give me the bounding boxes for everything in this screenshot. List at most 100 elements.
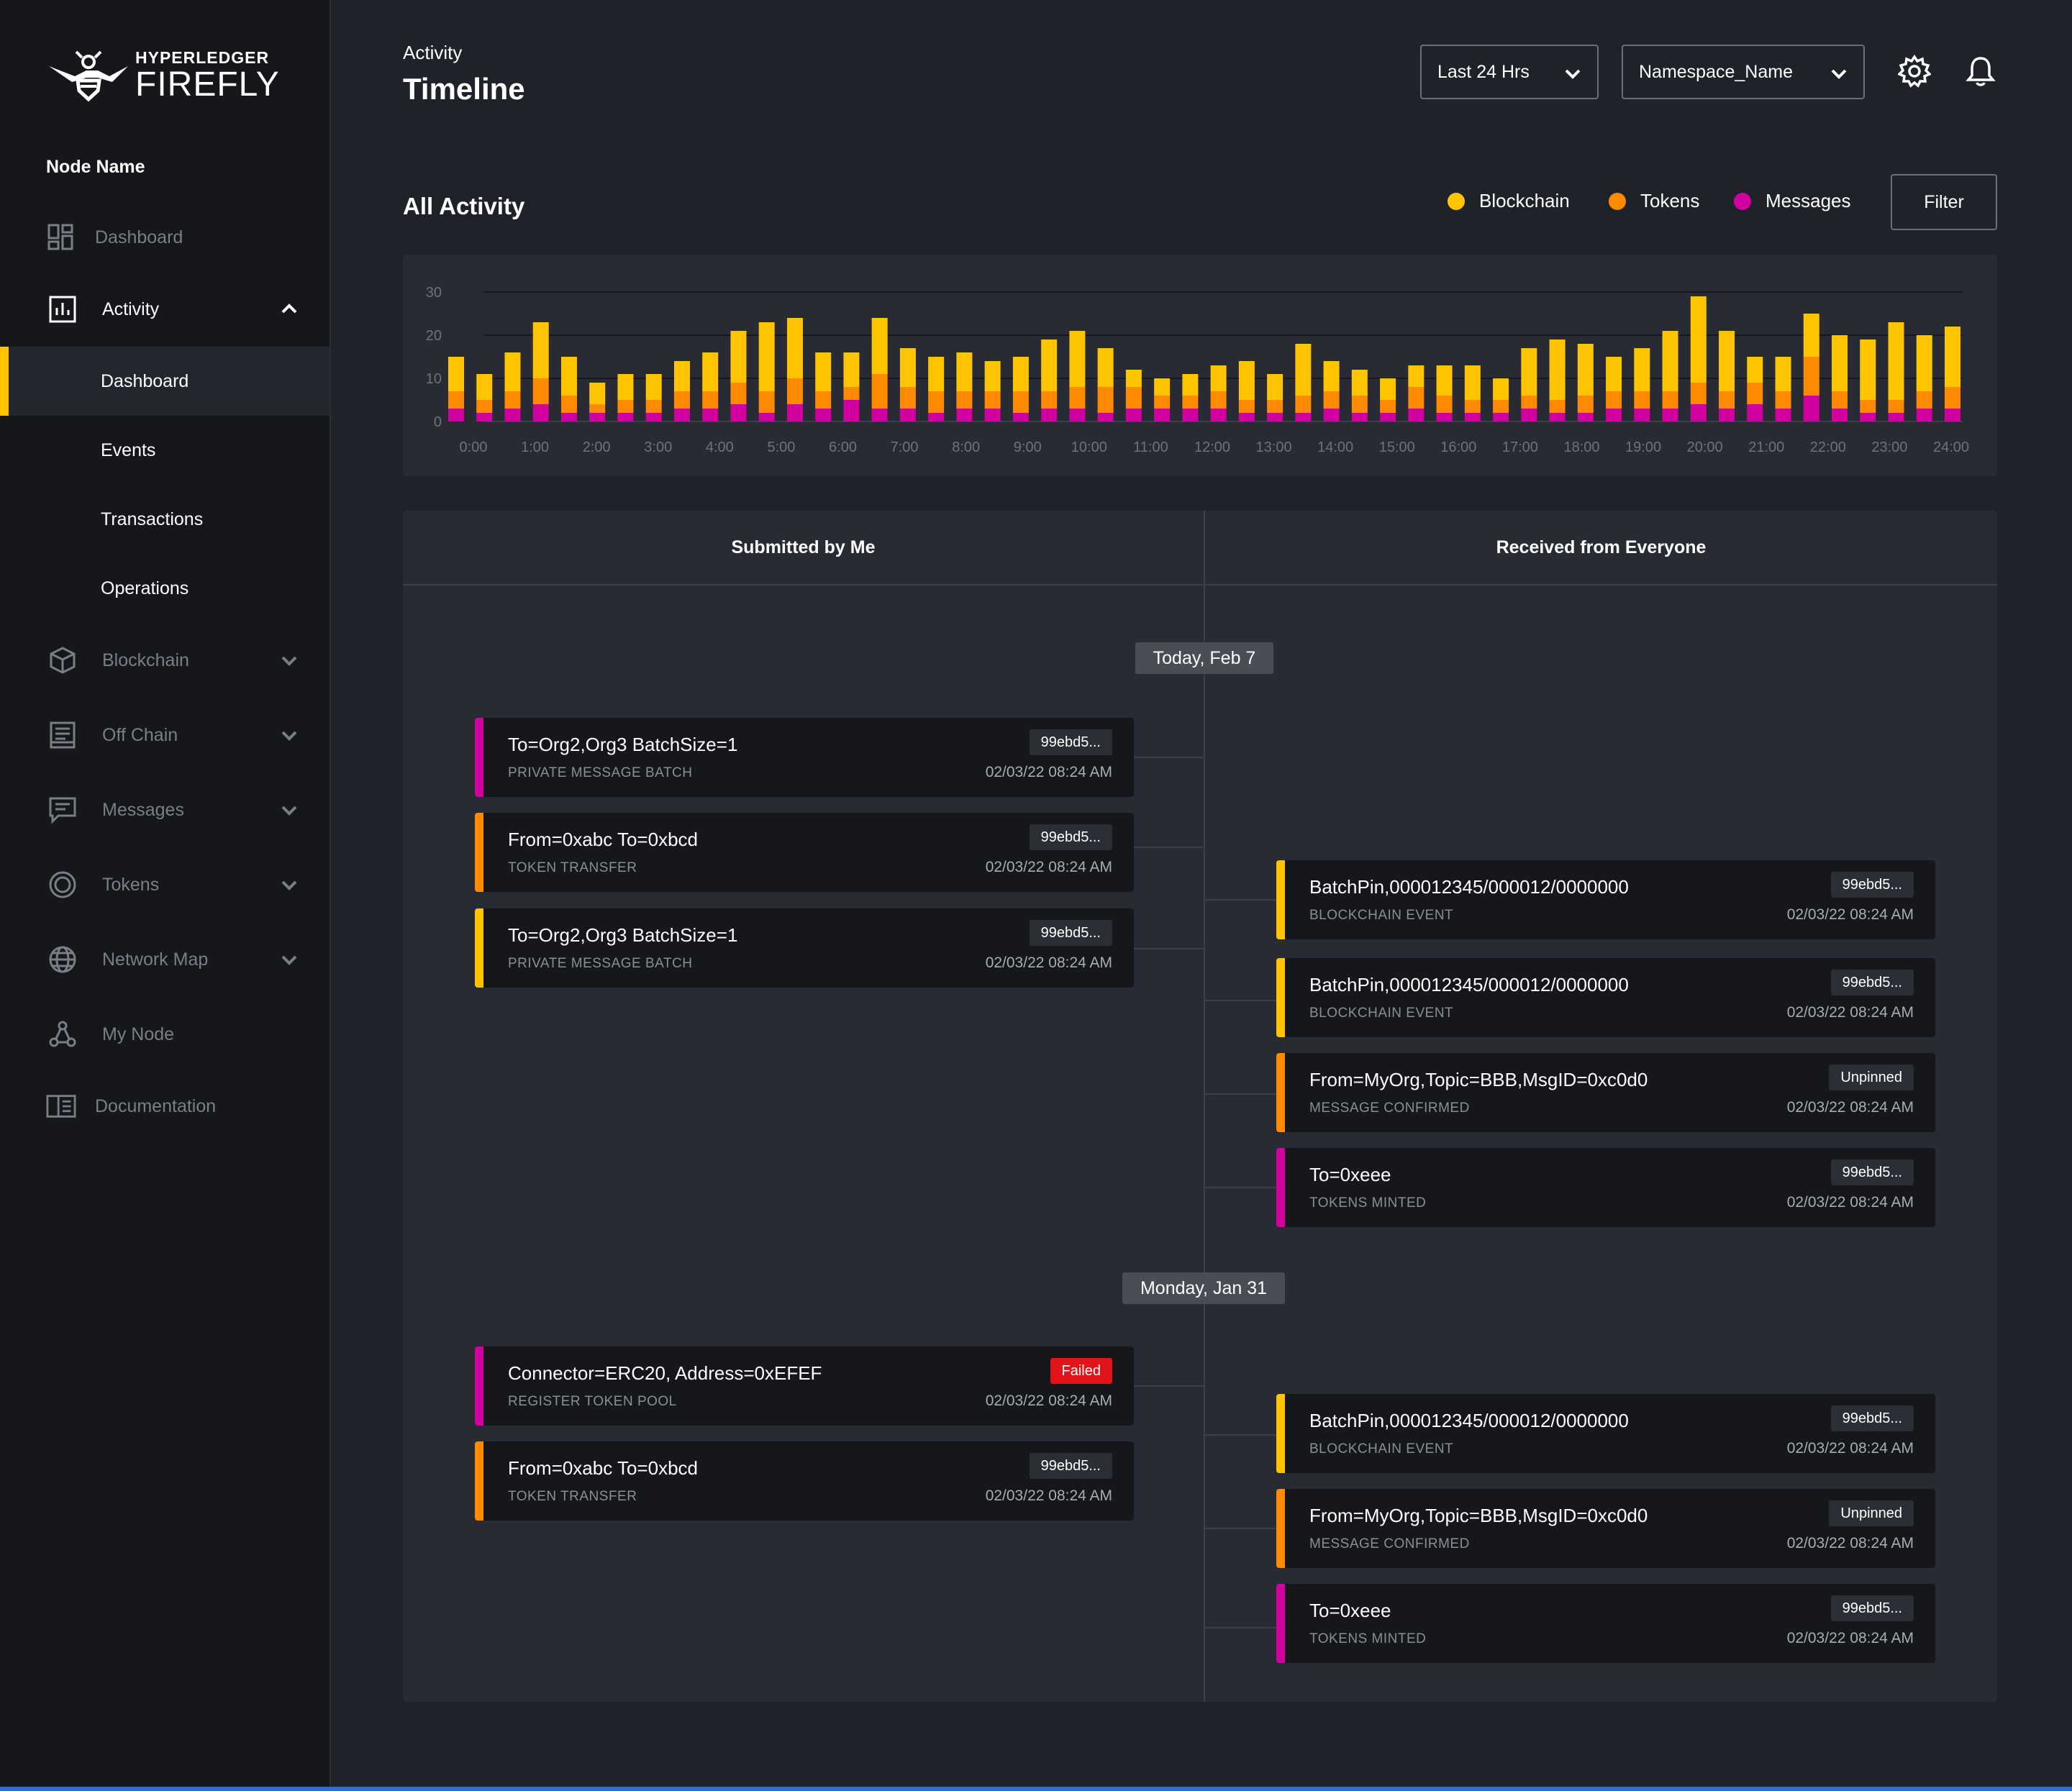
- bar-segment-tokens: [1549, 400, 1566, 413]
- card-type: TOKENS MINTED: [1309, 1195, 1427, 1211]
- bar-segment-tokens: [1803, 357, 1819, 396]
- timeline-card[interactable]: To=0xeee TOKENS MINTED 99ebd5... 02/03/2…: [1276, 1148, 1935, 1227]
- bar-segment-blockchain: [899, 348, 916, 387]
- id-badge[interactable]: 99ebd5...: [1830, 1405, 1914, 1431]
- bar-segment-blockchain: [1606, 357, 1622, 391]
- id-badge[interactable]: 99ebd5...: [1830, 970, 1914, 995]
- bar-segment-blockchain: [730, 331, 747, 383]
- bell-icon[interactable]: [1964, 55, 1997, 88]
- activity-chart-svg: 0 10 20 30 0:00 1:00 2:00 3:00 4:00 5:00 6:00 7:00 8…: [426, 285, 1969, 455]
- timeline-card[interactable]: To=Org2,Org3 BatchSize=1 PRIVATE MESSAGE…: [475, 718, 1134, 797]
- bar-segment-tokens: [1662, 391, 1678, 409]
- bar-segment-messages: [1945, 409, 1960, 421]
- sidebar-subitem-events[interactable]: Events: [0, 416, 330, 485]
- sidebar-item-dashboard[interactable]: Dashboard: [0, 203, 330, 272]
- chevron-up-icon: [281, 304, 297, 314]
- timeline-card[interactable]: BatchPin,000012345/000012/0000000 BLOCKC…: [1276, 860, 1935, 939]
- timeline-card[interactable]: BatchPin,000012345/000012/0000000 BLOCKC…: [1276, 1394, 1935, 1473]
- timeline-card[interactable]: From=0xabc To=0xbcd TOKEN TRANSFER 99ebd…: [475, 813, 1134, 892]
- chevron-down-icon: [281, 806, 297, 816]
- bar-segment-tokens: [1041, 391, 1058, 409]
- bar-segment-tokens: [1775, 391, 1791, 409]
- sidebar-item-blockchain[interactable]: Blockchain: [0, 626, 330, 695]
- x-tick-label: 19:00: [1625, 439, 1661, 455]
- x-tick-label: 10:00: [1071, 439, 1107, 455]
- id-badge[interactable]: 99ebd5...: [1830, 1159, 1914, 1185]
- card-type-stripe: [1276, 958, 1285, 1037]
- bar-segment-blockchain: [1210, 365, 1227, 391]
- all-activity-title: All Activity: [403, 193, 525, 219]
- chevron-down-icon: [281, 955, 297, 965]
- bar-segment-messages: [1803, 396, 1819, 421]
- filter-button[interactable]: Filter: [1891, 174, 1997, 230]
- bar-segment-blockchain: [1295, 344, 1312, 396]
- sidebar-subitem-operations[interactable]: Operations: [0, 554, 330, 623]
- id-badge[interactable]: 99ebd5...: [1830, 1595, 1914, 1621]
- id-badge[interactable]: 99ebd5...: [1029, 729, 1112, 755]
- sidebar-item-my-node[interactable]: My Node: [0, 1000, 330, 1069]
- bar-segment-messages: [984, 409, 1001, 421]
- bar-segment-messages: [1012, 413, 1029, 421]
- id-badge[interactable]: 99ebd5...: [1029, 824, 1112, 850]
- logo-bottom-text: FIREFLY: [135, 65, 280, 104]
- sidebar-item-label: Off Chain: [102, 724, 178, 745]
- bar-segment-tokens: [1069, 387, 1086, 409]
- id-badge[interactable]: 99ebd5...: [1029, 920, 1112, 946]
- x-tick-label: 22:00: [1810, 439, 1846, 455]
- failed-status-badge[interactable]: Failed: [1050, 1358, 1112, 1384]
- card-type: TOKEN TRANSFER: [508, 860, 637, 875]
- card-type-stripe: [475, 718, 483, 797]
- timeline-card[interactable]: To=Org2,Org3 BatchSize=1 PRIVATE MESSAGE…: [475, 908, 1134, 988]
- status-badge[interactable]: Unpinned: [1829, 1500, 1914, 1526]
- x-tick-label: 9:00: [1014, 439, 1042, 455]
- timeline-card[interactable]: Connector=ERC20, Address=0xEFEF REGISTER…: [475, 1346, 1134, 1426]
- breadcrumb[interactable]: Activity: [403, 42, 463, 63]
- timeline-card[interactable]: From=0xabc To=0xbcd TOKEN TRANSFER 99ebd…: [475, 1441, 1134, 1521]
- card-type-stripe: [1276, 860, 1285, 939]
- id-badge[interactable]: 99ebd5...: [1830, 872, 1914, 898]
- gear-icon[interactable]: [1898, 55, 1931, 88]
- bar-segment-blockchain: [476, 374, 493, 400]
- time-range-select[interactable]: Last 24 Hrs: [1420, 45, 1599, 99]
- timeline-card[interactable]: To=0xeee TOKENS MINTED 99ebd5... 02/03/2…: [1276, 1584, 1935, 1663]
- bar-segment-messages: [589, 413, 606, 421]
- bar-segment-messages: [1041, 409, 1058, 421]
- status-badge[interactable]: Unpinned: [1829, 1065, 1914, 1090]
- bar-segment-tokens: [504, 391, 521, 409]
- column-header-received: Received from Everyone: [1496, 537, 1707, 557]
- connector-line: [1204, 1434, 1276, 1436]
- bar-segment-messages: [956, 409, 973, 421]
- legend-dot: [1448, 192, 1465, 210]
- bar-segment-tokens: [1916, 391, 1932, 409]
- sidebar-item-tokens[interactable]: Tokens: [0, 850, 330, 919]
- timeline-card[interactable]: From=MyOrg,Topic=BBB,MsgID=0xc0d0 MESSAG…: [1276, 1053, 1935, 1132]
- node-icon: [47, 1019, 78, 1049]
- bar-segment-tokens: [1577, 396, 1594, 413]
- bar-segment-blockchain: [1408, 365, 1424, 387]
- bar-segment-messages: [617, 413, 634, 421]
- bar-segment-messages: [1436, 413, 1453, 421]
- sidebar-subitem-transactions[interactable]: Transactions: [0, 485, 330, 554]
- timeline-card[interactable]: BatchPin,000012345/000012/0000000 BLOCKC…: [1276, 958, 1935, 1037]
- firefly-logo[interactable]: HYPERLEDGER FIREFLY: [46, 49, 280, 102]
- bar-segment-tokens: [1832, 391, 1848, 409]
- sidebar-item-network-map[interactable]: Network Map: [0, 925, 330, 994]
- bar-segment-blockchain: [1916, 335, 1932, 391]
- sidebar-item-off-chain[interactable]: Off Chain: [0, 701, 330, 770]
- card-title: From=0xabc To=0xbcd: [508, 829, 698, 850]
- sidebar-subitem-label: Operations: [101, 578, 189, 598]
- bar-segment-tokens: [1606, 391, 1622, 409]
- header-divider: [403, 584, 1997, 585]
- card-timestamp: 02/03/22 08:24 AM: [1786, 1535, 1914, 1551]
- id-badge[interactable]: 99ebd5...: [1029, 1453, 1112, 1479]
- bar-segment-blockchain: [1888, 322, 1904, 400]
- timeline-card[interactable]: From=MyOrg,Topic=BBB,MsgID=0xc0d0 MESSAG…: [1276, 1489, 1935, 1568]
- sidebar-item-documentation[interactable]: Documentation: [0, 1072, 330, 1141]
- sidebar-subitem-dashboard[interactable]: Dashboard: [0, 347, 330, 416]
- sidebar-item-activity[interactable]: Activity: [0, 275, 330, 344]
- bar-segment-messages: [1719, 409, 1735, 421]
- sidebar-item-messages[interactable]: Messages: [0, 775, 330, 844]
- legend-label: Tokens: [1640, 190, 1700, 211]
- namespace-select[interactable]: Namespace_Name: [1622, 45, 1865, 99]
- card-type-stripe: [475, 1441, 483, 1521]
